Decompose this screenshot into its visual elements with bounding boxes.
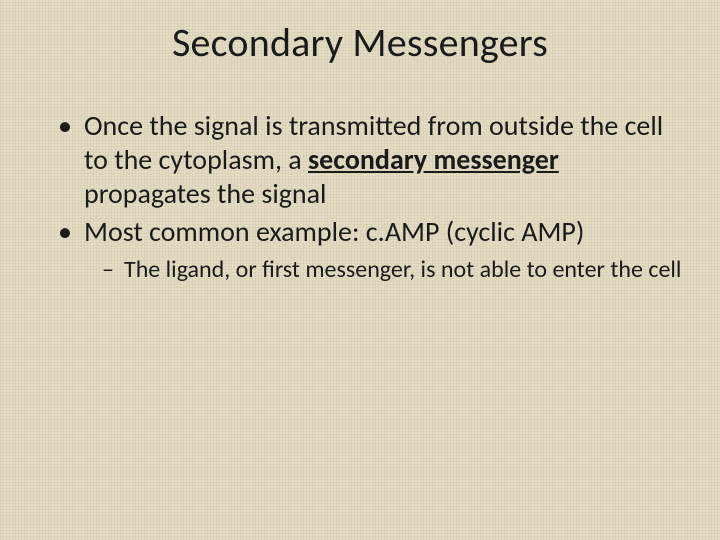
- slide-title: Secondary Messengers: [38, 18, 682, 67]
- bullet-text-post: propagates the signal: [84, 176, 326, 211]
- sub-bullet-list: The ligand, or first messenger, is not a…: [84, 256, 682, 285]
- bullet-item: Once the signal is transmitted from outs…: [58, 109, 682, 211]
- sub-bullet-item: The ligand, or first messenger, is not a…: [102, 256, 682, 285]
- bullet-text: Most common example: c.AMP (cyclic AMP): [84, 214, 584, 249]
- bullet-list: Once the signal is transmitted from outs…: [38, 109, 682, 284]
- emphasis-term: secondary messenger: [308, 142, 559, 177]
- sub-bullet-text: The ligand, or first messenger, is not a…: [124, 255, 681, 284]
- bullet-item: Most common example: c.AMP (cyclic AMP) …: [58, 215, 682, 284]
- slide: Secondary Messengers Once the signal is …: [0, 0, 720, 540]
